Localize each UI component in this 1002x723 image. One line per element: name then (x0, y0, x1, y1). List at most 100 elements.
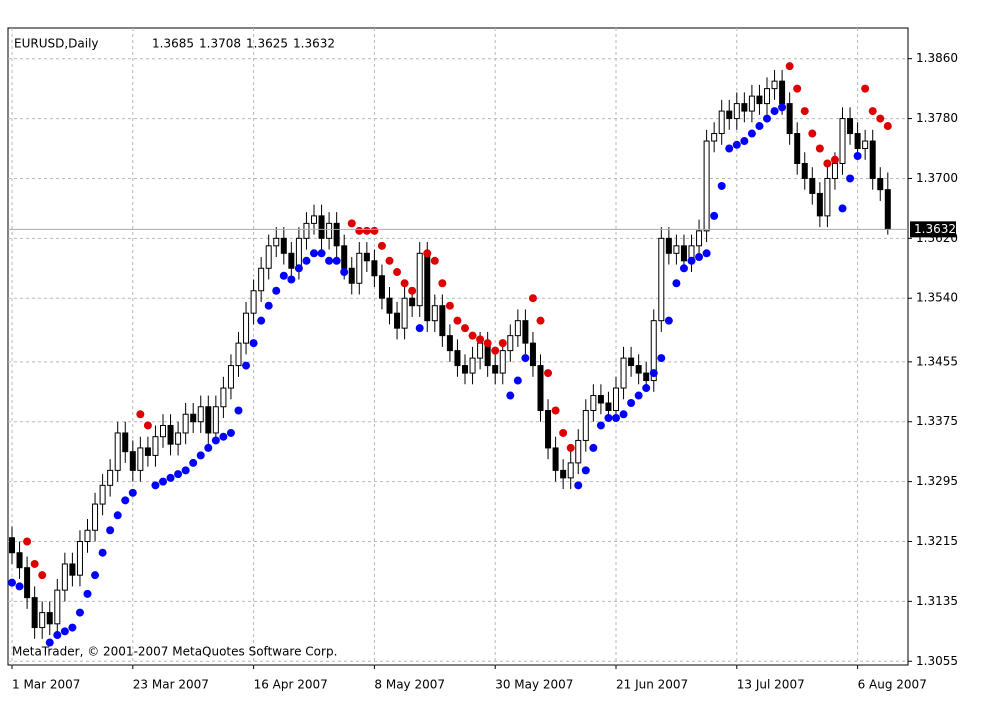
candle-body (431, 305, 438, 322)
candle-body (54, 589, 61, 625)
sar-dot (91, 571, 100, 580)
copyright: MetaTrader, © 2001-2007 MetaQuotes Softw… (12, 645, 337, 659)
sar-dot (317, 249, 326, 258)
sar-dot (657, 354, 666, 363)
candle-body (658, 237, 665, 322)
candle-body (212, 406, 219, 434)
plot-frame (7, 27, 909, 666)
x-tick-label: 30 May 2007 (495, 678, 573, 692)
labels: 1.3055 1.3135 1.3215 1.3295 1.3375 1.3455 1.35… (12, 51, 958, 691)
sar-dot (551, 406, 560, 415)
sar-dot (695, 253, 704, 262)
sar-dot (166, 473, 175, 482)
candle-body (507, 335, 514, 352)
sar-dot (823, 159, 832, 168)
candle-body (46, 612, 53, 625)
candle-body (567, 462, 574, 479)
sar-dot (249, 339, 258, 348)
candle-body (69, 563, 76, 576)
candle-body (560, 469, 567, 479)
x-tick-label: 16 Apr 2007 (254, 678, 328, 692)
candle-body (227, 365, 234, 389)
sar-dot (370, 226, 379, 235)
candle-body (197, 406, 204, 423)
sar-dot (38, 571, 47, 580)
candle-body (416, 252, 423, 307)
candle-body (295, 237, 302, 269)
sar-dot (589, 443, 598, 452)
candle-body (205, 406, 212, 434)
sar-dot (257, 316, 266, 325)
sar-dot (830, 155, 839, 164)
candle-body (597, 395, 604, 404)
sar-dot (732, 140, 741, 149)
candle-body (243, 312, 250, 344)
candle-body (99, 484, 106, 505)
sar-dot (612, 413, 620, 422)
sar-dot (136, 410, 145, 419)
x-tick-label: 23 Mar 2007 (133, 678, 209, 692)
candle-body (748, 95, 755, 112)
grid (8, 28, 912, 669)
sar-dot (649, 369, 658, 378)
candle-body (529, 342, 536, 367)
sar-dot (710, 211, 719, 220)
candle-body (854, 133, 861, 150)
marks (8, 62, 908, 647)
sar-dot (672, 279, 681, 288)
sar-dot (747, 129, 756, 138)
candle-body (303, 222, 310, 239)
candle-body (394, 312, 401, 329)
sar-dot (634, 391, 643, 400)
sar-dot (838, 204, 847, 213)
candle-body (31, 597, 38, 629)
sar-dot (385, 256, 394, 265)
candle-body (711, 133, 718, 142)
sar-dot (310, 249, 318, 258)
sar-dot (226, 428, 235, 437)
y-tick-label: 1.3455 (916, 354, 958, 368)
candle-body (884, 189, 891, 230)
y-tick-label: 1.3055 (916, 654, 958, 668)
sar-dot (536, 316, 545, 325)
sar-dot (453, 316, 462, 325)
price-box (910, 221, 956, 238)
candle-body (514, 320, 521, 337)
sar-dot (106, 526, 115, 535)
candle-body (613, 387, 619, 411)
candle-body (779, 80, 786, 105)
sar-dot (279, 271, 288, 280)
candle-body (499, 350, 506, 374)
y-tick-label: 1.3295 (916, 474, 958, 488)
sar-dot (763, 114, 771, 123)
candle-body (605, 402, 612, 411)
sar-dot (498, 339, 507, 348)
candle-body (552, 447, 559, 471)
header-open: 1.3685 (152, 37, 194, 51)
candle-body (673, 245, 680, 254)
sar-dot (75, 608, 84, 617)
candle-body (454, 350, 461, 367)
candle-body (167, 424, 174, 445)
y-tick-label: 1.3135 (916, 594, 958, 608)
candle-body (771, 80, 778, 90)
candle-body (9, 537, 15, 554)
sar-dot (377, 241, 386, 250)
candle-body (824, 177, 831, 217)
sar-dot (393, 268, 402, 277)
candle-body (371, 260, 378, 277)
chart-title: EURUSD,Daily (14, 37, 99, 51)
candle-body (288, 252, 295, 269)
candle-body (545, 409, 552, 449)
candle-body (318, 215, 325, 239)
sar-dot (717, 181, 726, 190)
x-tick-label: 6 Aug 2007 (858, 678, 927, 692)
sar-dot (755, 122, 764, 131)
sar-dot (868, 107, 877, 116)
sar-dot (815, 144, 824, 153)
y-tick-label: 1.3700 (916, 171, 958, 185)
sar-dot (98, 548, 107, 557)
sar-dot (559, 428, 568, 437)
candle-body (24, 567, 31, 599)
sar-dot (408, 286, 417, 295)
